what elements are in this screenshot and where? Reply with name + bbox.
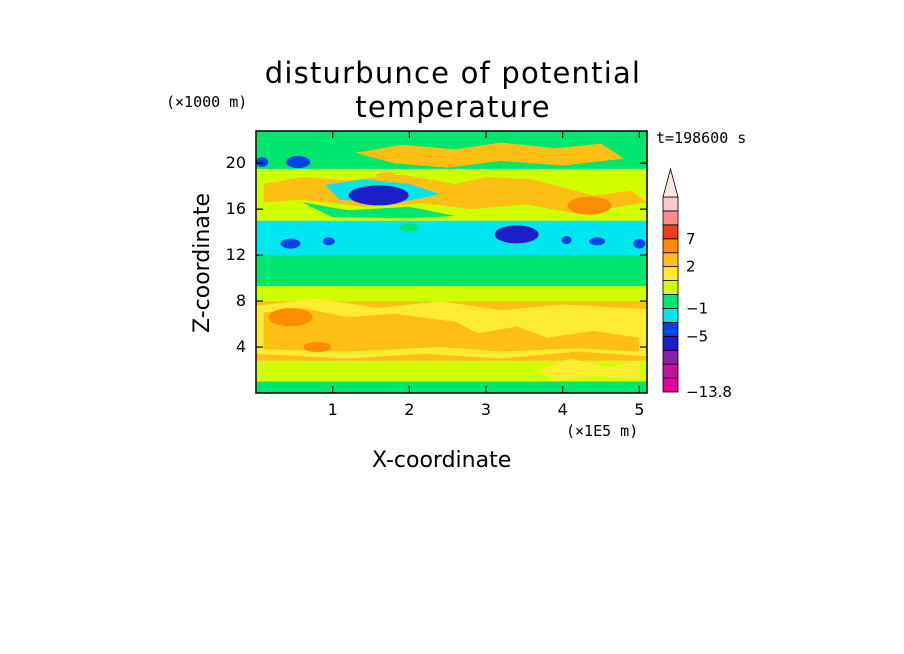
band-3 (256, 286, 647, 302)
contour-blob-2 (399, 223, 420, 232)
y-tick-label-2: 12 (226, 245, 246, 264)
y-ticks: 4 8 12 16 20 (226, 153, 647, 356)
band-0 (256, 381, 647, 393)
colorbar-cell-1 (662, 363, 679, 379)
chart-title: disturbunce of potential temperature (264, 56, 642, 124)
colorbar-cell-10 (662, 238, 679, 254)
contour-blob-6 (286, 156, 311, 169)
colorbar-cell-6 (662, 294, 679, 309)
contour-blob-3 (589, 237, 606, 246)
contour-blob-5 (633, 238, 646, 249)
contour-region-3 (355, 142, 624, 168)
x-tick-label-1: 2 (404, 400, 414, 419)
colorbar-cell-3 (662, 335, 679, 351)
colorbar-label-2: −1 (686, 299, 708, 317)
contour-blob-8 (376, 171, 397, 180)
contour-blob-10 (303, 342, 332, 353)
colorbar-cell-9 (662, 252, 679, 268)
y-tick-label-0: 4 (236, 337, 246, 356)
x-ticks: 1 2 3 4 5 (328, 131, 644, 419)
band-5 (256, 220, 647, 256)
contour-region-1 (263, 308, 640, 352)
y-tick-label-1: 8 (236, 291, 246, 310)
time-label: t=198600 s (656, 129, 747, 147)
x-unit-label: (×1E5 m) (566, 422, 639, 440)
y-tick-label-4: 20 (226, 153, 246, 172)
x-tick-label-0: 1 (328, 400, 338, 419)
contour-region-4 (302, 202, 456, 219)
colorbar-cell-11 (662, 224, 679, 240)
band-4 (256, 255, 647, 287)
feature-0 (348, 185, 409, 206)
contour-blob-9 (571, 321, 600, 332)
y-unit-label: (×1000 m) (166, 93, 248, 111)
colorbar-cell-12 (662, 210, 679, 226)
contour-field (256, 131, 647, 393)
colorbar-cell-0 (662, 377, 679, 393)
contour-region-6 (539, 358, 640, 382)
y-tick-label-3: 16 (226, 199, 246, 218)
contour-blob-4 (561, 236, 572, 245)
x-tick-label-4: 5 (634, 400, 644, 419)
colorbar-label-1: 2 (686, 258, 696, 276)
contour-blob-7 (256, 157, 269, 168)
colorbar-cell-2 (662, 349, 679, 365)
colorbar-cell-5 (662, 308, 679, 323)
colorbar-cell-7 (662, 280, 679, 295)
feature-3 (567, 196, 612, 215)
colorbar-label-4: −13.8 (686, 383, 732, 401)
x-tick-label-3: 4 (558, 400, 568, 419)
contour-blob-0 (280, 238, 301, 249)
plot-frame (255, 130, 648, 394)
colorbar-cell-4 (662, 321, 679, 337)
x-tick-label-2: 3 (481, 400, 491, 419)
x-axis-label: X-coordinate (372, 448, 512, 473)
feature-1 (494, 225, 539, 244)
colorbar-cell-13 (662, 196, 679, 212)
colorbar: 7 2 −1 −5 −13.8 (662, 167, 732, 401)
colorbar-cell-8 (662, 266, 679, 281)
colorbar-extend-arrow (662, 167, 679, 198)
colorbar-label-0: 7 (686, 230, 696, 248)
contour-blob-1 (322, 237, 335, 246)
feature-2 (268, 308, 313, 327)
colorbar-label-3: −5 (686, 327, 708, 345)
